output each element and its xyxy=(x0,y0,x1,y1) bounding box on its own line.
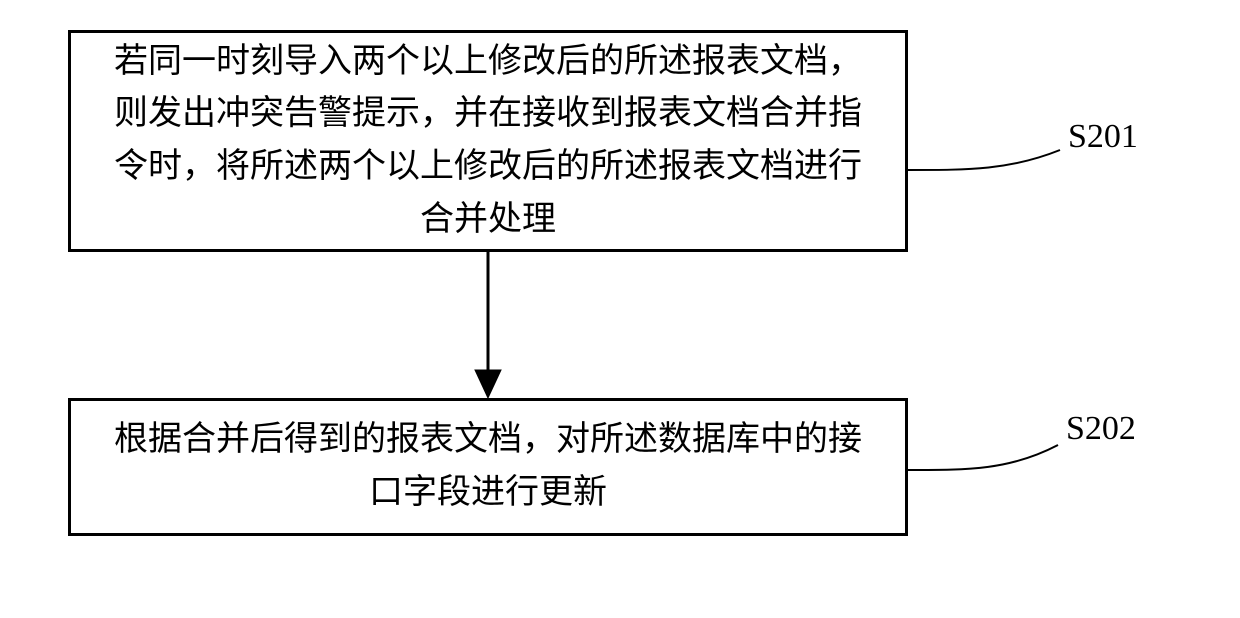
flow-node-s201-text: 若同一时刻导入两个以上修改后的所述报表文档， 则发出冲突告警提示，并在接收到报表… xyxy=(114,36,862,247)
flowchart-canvas: 若同一时刻导入两个以上修改后的所述报表文档， 则发出冲突告警提示，并在接收到报表… xyxy=(0,0,1240,618)
step-label-s202: S202 xyxy=(1066,410,1136,448)
flow-node-s202: 根据合并后得到的报表文档，对所述数据库中的接 口字段进行更新 xyxy=(68,398,908,536)
step-label-s201: S201 xyxy=(1068,118,1138,156)
flow-node-s201: 若同一时刻导入两个以上修改后的所述报表文档， 则发出冲突告警提示，并在接收到报表… xyxy=(68,30,908,252)
flow-node-s202-text: 根据合并后得到的报表文档，对所述数据库中的接 口字段进行更新 xyxy=(114,414,862,519)
